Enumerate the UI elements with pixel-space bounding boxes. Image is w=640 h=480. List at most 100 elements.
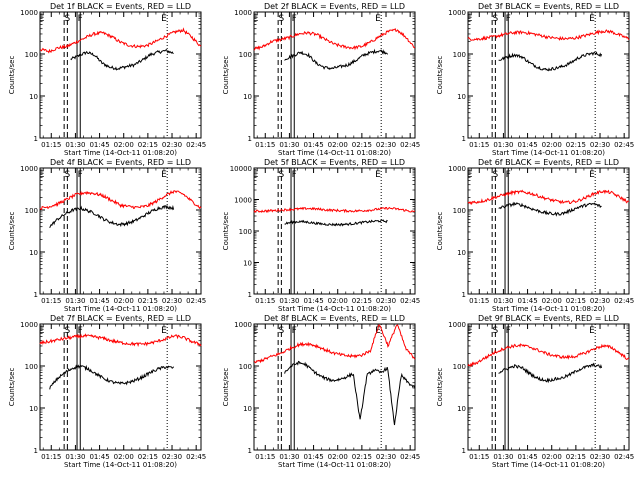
y-tick-label: 10 [243,93,252,101]
interval-marker: E [375,326,381,336]
chart-title: Det 9f BLACK = Events, RED = LLD [478,314,619,323]
chart-title: Det 2f BLACK = Events, RED = LLD [264,2,405,11]
x-tick-label: 01:15 [41,297,61,305]
x-tick-label: 02:30 [162,297,182,305]
detector-panel-4: Det 4f BLACK = Events, RED = LLD 1 10 100 10… [8,158,206,313]
y-tick-label: 1 [34,291,38,299]
plot-frame [39,323,202,451]
chart-title: Det 3f BLACK = Events, RED = LLD [478,2,619,11]
y-axis-label: Counts/sec [8,212,16,251]
y-tick-label: 1000 [234,321,252,329]
interval-marker: S [65,14,71,24]
y-axis-label: Counts/sec [8,368,16,407]
plot-frame [253,11,416,139]
series-events-line [284,360,416,426]
x-tick-label: 02:00 [114,453,134,461]
y-axis-label: Counts/sec [222,212,230,251]
series-lld-line [39,27,202,54]
y-tick-label: 1 [462,447,466,455]
y-tick-label: 100 [25,363,38,371]
y-tick-label: 100 [453,51,466,59]
x-tick-label: 01:45 [89,297,109,305]
detector-panel-9: Det 9f BLACK = Events, RED = LLD 1 10 100 10… [436,314,634,469]
interval-marker: E [589,170,595,180]
series-lld-line [253,324,416,364]
chart-title: Det 4f BLACK = Events, RED = LLD [50,158,191,167]
y-tick-label: 1000 [234,197,252,205]
x-tick-label: 02:15 [138,141,158,149]
x-tick-label: 01:15 [469,297,489,305]
interval-marker: F [78,14,83,24]
y-tick-label: 1000 [20,9,38,17]
x-tick-label: 01:45 [303,141,323,149]
interval-marker: S [493,170,499,180]
x-tick-label: 02:30 [590,453,610,461]
interval-marker: E [253,14,259,24]
detector-panel-2: Det 2f BLACK = Events, RED = LLD 1 10 100 10… [222,2,420,157]
plot-frame [467,323,630,451]
x-tick-label: 02:15 [352,141,372,149]
interval-marker: E [375,170,381,180]
series-lld-line [467,29,630,41]
x-tick-label: 02:15 [352,297,372,305]
detector-panel-6: Det 6f BLACK = Events, RED = LLD 1 10 100 10… [436,158,634,313]
x-axis-label: Start Time (14-Oct-11 01:08:20) [64,149,177,157]
y-tick-label: 10 [243,405,252,413]
x-tick-label: 02:15 [566,141,586,149]
x-tick-label: 02:00 [328,141,348,149]
plot-frame [39,167,202,295]
x-axis-label: Start Time (14-Oct-11 01:08:20) [492,461,605,469]
y-tick-label: 10 [29,93,38,101]
x-axis-label: Start Time (14-Oct-11 01:08:20) [278,149,391,157]
y-tick-label: 10 [29,249,38,257]
y-tick-label: 10000 [230,165,252,173]
y-tick-label: 1 [34,447,38,455]
x-tick-label: 01:15 [469,453,489,461]
x-axis-label: Start Time (14-Oct-11 01:08:20) [278,305,391,313]
series-events-line [498,201,602,217]
y-tick-label: 10 [457,405,466,413]
y-tick-label: 1 [248,447,252,455]
plot-frame [467,11,630,139]
x-tick-label: 02:30 [590,297,610,305]
x-tick-label: 02:00 [542,453,562,461]
x-tick-label: 01:30 [279,297,299,305]
detector-panel-1: Det 1f BLACK = Events, RED = LLD 1 10 100 10… [8,2,206,157]
x-tick-label: 01:45 [89,453,109,461]
y-tick-label: 1000 [234,9,252,17]
chart-title: Det 5f BLACK = Events, RED = LLD [264,158,405,167]
x-tick-label: 01:30 [493,297,513,305]
x-tick-label: 02:45 [614,453,634,461]
x-tick-label: 02:45 [400,141,420,149]
interval-marker: F [292,170,297,180]
y-tick-label: 1000 [448,165,466,173]
y-tick-label: 10 [457,93,466,101]
interval-marker: E [161,326,167,336]
x-tick-label: 02:00 [542,141,562,149]
y-tick-label: 100 [453,207,466,215]
chart-title: Det 1f BLACK = Events, RED = LLD [50,2,191,11]
interval-marker: S [279,326,285,336]
x-tick-label: 02:30 [162,453,182,461]
series-events-line [498,51,603,72]
x-tick-label: 01:30 [493,453,513,461]
interval-marker: F [292,14,297,24]
series-events-line [49,204,175,229]
x-axis-label: Start Time (14-Oct-11 01:08:20) [64,461,177,469]
interval-marker: S [65,170,71,180]
x-tick-label: 01:45 [517,297,537,305]
x-tick-label: 02:15 [566,453,586,461]
y-tick-label: 1 [462,135,466,143]
series-events-line [498,362,603,384]
x-tick-label: 01:15 [255,297,275,305]
interval-marker: F [506,14,511,24]
x-tick-label: 01:45 [303,453,323,461]
y-axis-label: Counts/sec [8,56,16,95]
detector-panel-5: Det 5f BLACK = Events, RED = LLD 1 10 100 10… [222,158,420,313]
x-tick-label: 02:00 [328,297,348,305]
x-tick-label: 02:15 [352,453,372,461]
interval-marker: S [279,14,285,24]
chart-title: Det 8f BLACK = Events, RED = LLD [264,314,405,323]
series-events-line [49,364,175,390]
